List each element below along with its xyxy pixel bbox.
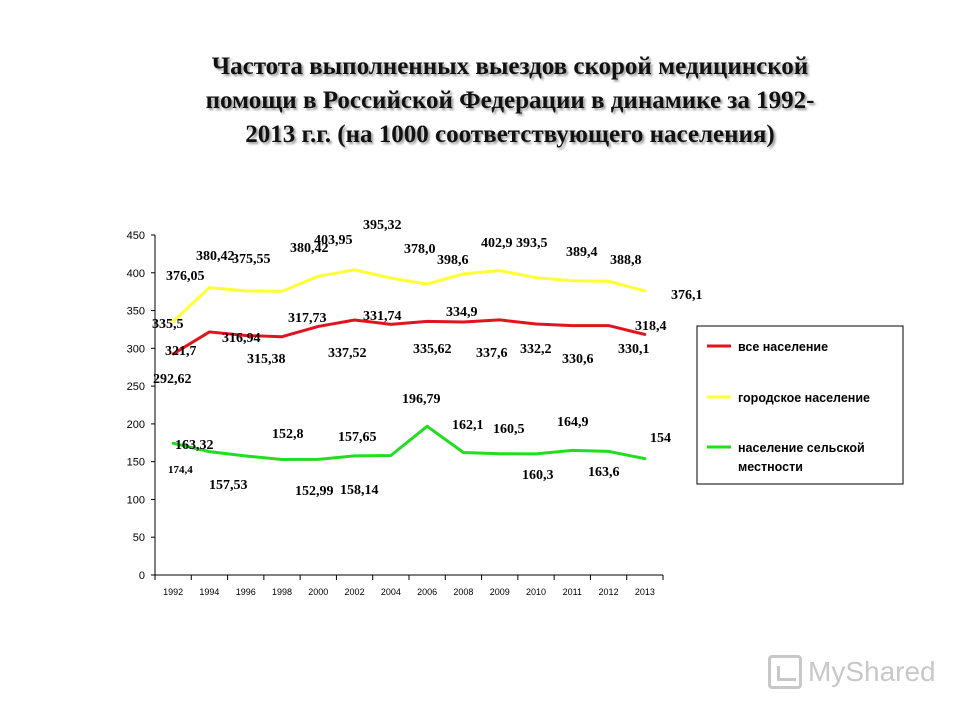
legend-item-all-population-label: все население [738, 340, 828, 354]
legend-item-urban-population-label: городское население [738, 391, 870, 405]
y-tick-label: 400 [127, 268, 145, 280]
all-population-line [171, 318, 647, 356]
y-tick-label: 300 [127, 343, 145, 355]
all-population-data-label: 335,62 [413, 342, 452, 357]
all-population-data-label: 337,52 [328, 346, 367, 361]
urban-population-data-label: 376,05 [166, 269, 205, 284]
rural-population-data-label: 164,9 [557, 415, 589, 430]
legend-item-rural-population-label: население сельской местности [738, 441, 865, 474]
all-population-data-label: 331,74 [363, 309, 402, 324]
x-tick-label: 1998 [272, 587, 292, 597]
watermark: MyShared [768, 655, 936, 689]
all-population-data-label: 318,4 [635, 319, 667, 334]
all-population-data-label: 330,1 [618, 342, 650, 357]
title-line-2: помощи в Российской Федерации в динамике… [205, 87, 815, 114]
x-tick-label: 2013 [635, 587, 655, 597]
urban-population-data-label: 398,6 [437, 253, 469, 268]
x-tick-label: 2004 [381, 587, 401, 597]
y-tick-label: 100 [127, 494, 145, 506]
y-tick-label: 150 [127, 457, 145, 469]
rural-population-line [171, 424, 647, 462]
rural-population-data-label: 158,14 [340, 483, 379, 498]
all-population-data-label: 337,6 [476, 346, 508, 361]
rural-population-data-label: 152,99 [295, 484, 334, 499]
all-population-data-label: 292,62 [153, 372, 192, 387]
y-tick-label: 200 [127, 419, 145, 431]
x-tick-label: 2010 [526, 587, 546, 597]
all-population-data-label: 334,9 [446, 305, 478, 320]
y-tick-label: 50 [133, 532, 145, 544]
y-tick-label: 350 [127, 306, 145, 318]
x-tick-label: 1996 [236, 587, 256, 597]
y-tick-label: 0 [139, 570, 145, 582]
y-tick-label: 450 [127, 230, 145, 242]
x-tick-label: 2000 [308, 587, 328, 597]
y-tick-label: 250 [127, 381, 145, 393]
rural-population-data-label: 162,1 [452, 418, 484, 433]
urban-population-data-label: 378,0 [404, 242, 436, 257]
rural-population-data-label: 154 [650, 431, 671, 446]
x-tick-label: 2006 [417, 587, 437, 597]
watermark-text: MyShared [808, 656, 936, 687]
chart-title: Частота выполненных выездов скорой медиц… [130, 50, 890, 152]
rural-population-data-label: 163,6 [588, 465, 620, 480]
urban-population-data-label: 375,55 [232, 252, 271, 267]
all-population-data-label: 315,38 [247, 352, 286, 367]
rural-population-data-label: 163,32 [175, 438, 214, 453]
x-tick-label: 1994 [199, 587, 219, 597]
myshared-logo-icon [768, 655, 802, 689]
all-population-data-label: 330,6 [562, 352, 594, 367]
urban-population-data-label: 335,5 [152, 317, 184, 332]
urban-population-data-label: 389,4 [566, 245, 598, 260]
rural-population-data-label: 152,8 [272, 427, 304, 442]
x-tick-label: 2008 [453, 587, 473, 597]
rural-population-data-label: 157,65 [338, 430, 377, 445]
urban-population-data-label: 395,32 [363, 218, 402, 233]
all-population-data-label: 332,2 [520, 342, 552, 357]
title-line-3: 2013 г.г. (на 1000 соответствующего насе… [245, 121, 775, 148]
legend-box [696, 325, 904, 485]
title-line-1: Частота выполненных выездов скорой медиц… [211, 53, 809, 80]
all-population-data-label: 316,94 [222, 331, 261, 346]
urban-population-data-label: 393,5 [516, 236, 548, 251]
rural-population-data-label: 157,53 [209, 478, 248, 493]
urban-population-data-label: 388,8 [610, 253, 642, 268]
all-population-data-label: 321,7 [165, 344, 197, 359]
x-tick-label: 2009 [490, 587, 510, 597]
urban-population-data-label: 402,9 [481, 236, 513, 251]
x-tick-label: 1992 [163, 587, 183, 597]
x-tick-label: 2011 [563, 587, 582, 597]
urban-population-data-label: 380,42 [290, 241, 329, 256]
x-tick-label: 2012 [599, 587, 619, 597]
urban-population-data-label: 380,42 [196, 249, 235, 264]
rural-population-data-label: 196,79 [402, 392, 441, 407]
urban-population-line [171, 268, 647, 324]
urban-population-data-label: 403,95 [314, 233, 353, 248]
x-tick-label: 2002 [345, 587, 365, 597]
rural-population-data-label: 174,4 [168, 464, 193, 476]
urban-population-data-label: 376,1 [671, 288, 703, 303]
rural-population-data-label: 160,3 [522, 468, 554, 483]
rural-population-data-label: 160,5 [493, 422, 525, 437]
all-population-data-label: 317,73 [288, 311, 327, 326]
